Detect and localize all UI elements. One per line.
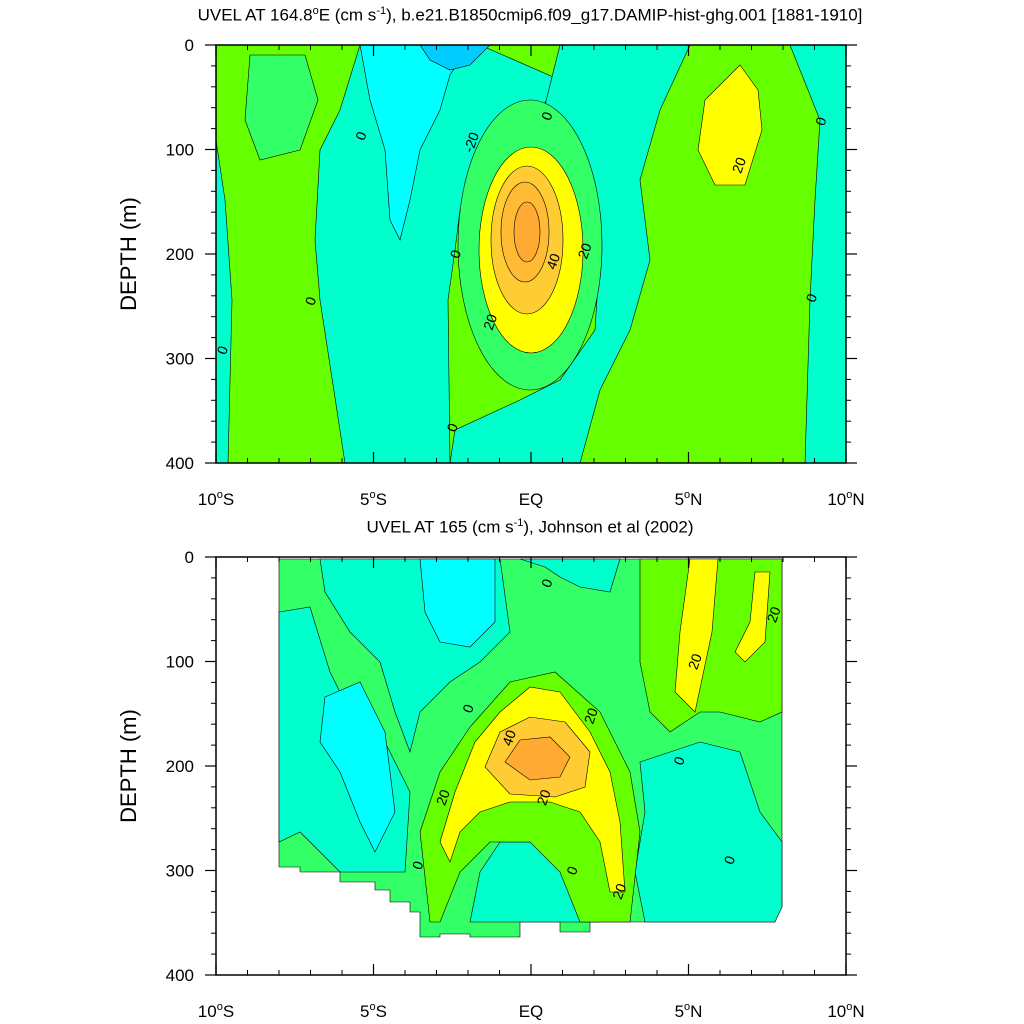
- y-tick-label-observed: 300: [166, 862, 194, 881]
- fill-ne-yellow: [697, 64, 763, 186]
- contour-label-model: -20: [460, 130, 482, 155]
- y-tick-label-model: 200: [166, 245, 194, 264]
- contour-label-model: 20: [480, 312, 500, 332]
- x-tick-label-observed: 10oN: [827, 1001, 864, 1021]
- fill-euc-orange-core: [504, 736, 571, 781]
- fill-west-negative: [216, 139, 233, 463]
- contour-plot-observed: 10oS 5oS EQ 5oN 10oN 0 100 200 300 400 DEPTH (m) 0…: [116, 548, 865, 1021]
- x-tick-label-model: 10oN: [827, 489, 864, 509]
- y-tick-label-observed: 400: [166, 966, 194, 985]
- y-tick-label-observed: 100: [166, 653, 194, 672]
- y-axis-label-observed: DEPTH (m): [116, 709, 141, 823]
- x-tick-label-model: 10oS: [198, 489, 234, 509]
- x-tick-label-model: 5oN: [675, 489, 703, 509]
- y-tick-label-model: 100: [166, 141, 194, 160]
- contour-label-model: 20: [729, 155, 749, 175]
- contour-label-observed: 40: [499, 728, 519, 748]
- fill-west-positive: [244, 54, 319, 161]
- chart-title-model: UVEL AT 164.8oE (cm s-1), b.e21.B1850cmi…: [197, 5, 863, 25]
- x-tick-label-observed: 10oS: [198, 1001, 234, 1021]
- y-tick-label-model: 300: [166, 350, 194, 369]
- fill-west-cyan: [319, 681, 396, 853]
- x-tick-label-model: 5oS: [360, 489, 387, 509]
- fill-ne-yellow-2: [734, 571, 771, 663]
- y-tick-label-observed: 200: [166, 757, 194, 776]
- fill-ne-yellow-1: [674, 558, 719, 713]
- fill-euc-orange-core: [513, 201, 541, 263]
- chart-title-observed: UVEL AT 165 (cm s-1), Johnson et al (200…: [366, 517, 694, 537]
- y-axis-label-model: DEPTH (m): [116, 197, 141, 311]
- fill-far-east-negative: [789, 45, 846, 463]
- fill-north-cyan: [419, 558, 496, 648]
- contour-label-observed: 20: [581, 706, 601, 726]
- y-tick-label-model: 400: [166, 454, 194, 473]
- axes-observed: 10oS 5oS EQ 5oN 10oN 0 100 200 300 400 DEPTH (m): [116, 548, 865, 1021]
- x-tick-label-observed: 5oN: [675, 1001, 703, 1021]
- y-tick-label-model: 0: [185, 36, 194, 55]
- x-tick-label-observed: EQ: [519, 1002, 544, 1021]
- contour-label-observed: 20: [433, 787, 453, 807]
- contour-label-observed: 20: [685, 651, 705, 671]
- contour-label-model: 20: [574, 241, 594, 261]
- contour-label-observed: 20: [533, 787, 553, 807]
- x-tick-label-observed: 5oS: [360, 1001, 387, 1021]
- contour-plot-model: 10oS 5oS EQ 5oN 10oN 0 100 200 300 400 DEPTH (m) -…: [116, 36, 865, 509]
- x-tick-label-model: EQ: [519, 490, 544, 509]
- contour-label-model: 40: [543, 251, 563, 271]
- panel-model: UVEL AT 164.8oE (cm s-1), b.e21.B1850cmi…: [116, 5, 865, 509]
- fill-blue-surface: [419, 45, 491, 71]
- contour-label-observed: 20: [763, 604, 783, 624]
- panel-observed: UVEL AT 165 (cm s-1), Johnson et al (200…: [0, 512, 1024, 1024]
- fill-southeast-negative: [634, 741, 783, 923]
- axes-model: 10oS 5oS EQ 5oN 10oN 0 100 200 300 400 DEPTH (m): [116, 36, 865, 509]
- fill-east-negative: [519, 558, 621, 593]
- contour-label-observed: 20: [609, 881, 629, 901]
- y-tick-label-observed: 0: [185, 548, 194, 567]
